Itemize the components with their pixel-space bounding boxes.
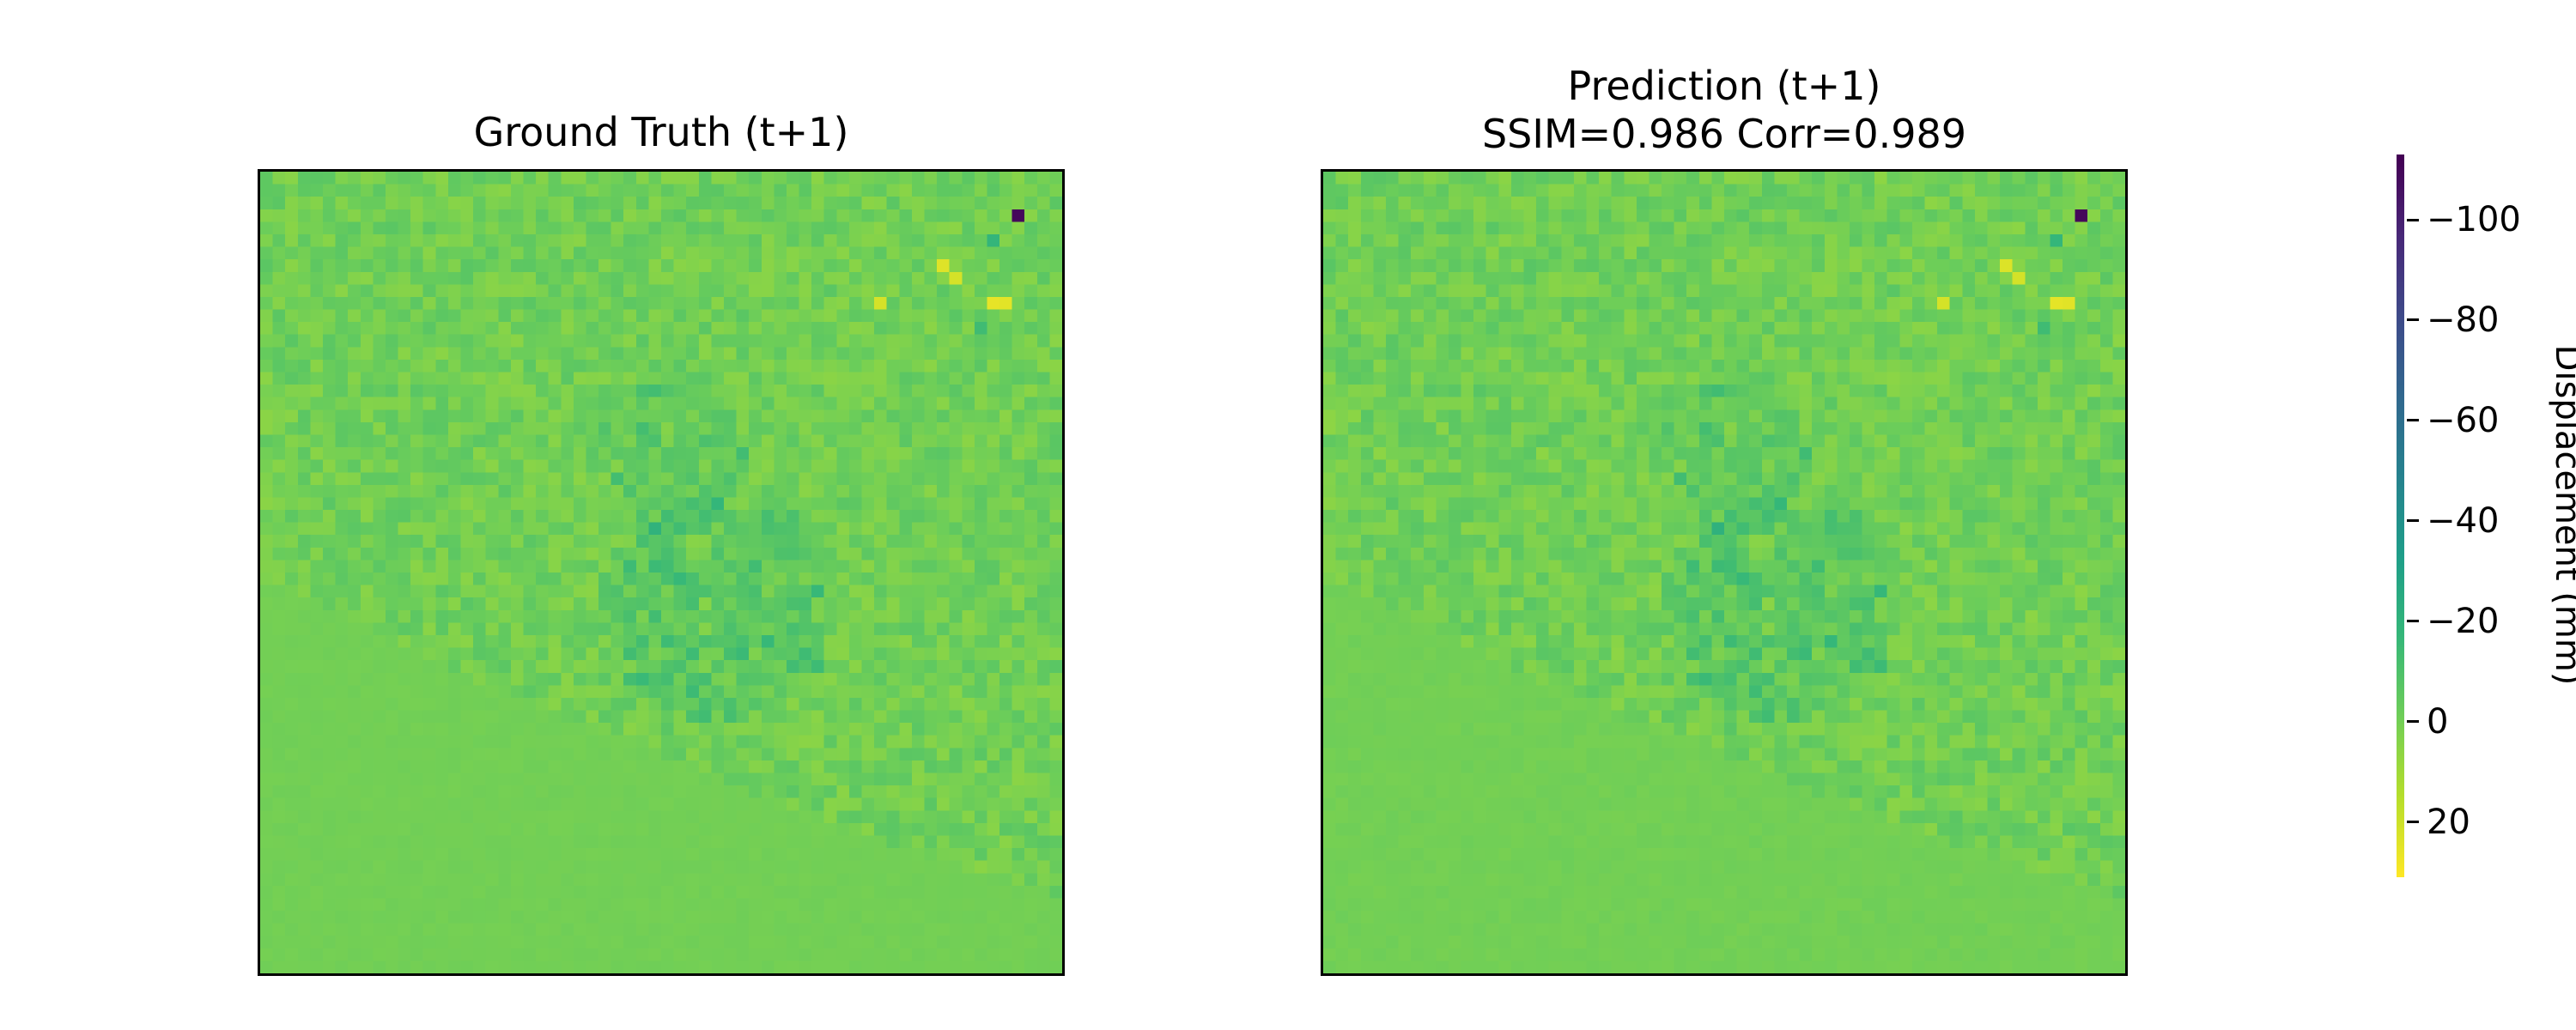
colorbar — [2397, 154, 2404, 877]
colorbar-tick-label: −40 — [2427, 500, 2500, 541]
prediction-title: Prediction (t+1) SSIM=0.986 Corr=0.989 — [1321, 62, 2128, 158]
ground-truth-title: Ground Truth (t+1) — [258, 108, 1065, 156]
ground-truth-heatmap-cells — [260, 172, 1062, 973]
colorbar-tick — [2407, 821, 2419, 824]
colorbar-tick — [2407, 519, 2419, 523]
colorbar-tick — [2407, 620, 2419, 623]
ground-truth-title-line: Ground Truth (t+1) — [473, 109, 849, 155]
colorbar-tick — [2407, 419, 2419, 422]
colorbar-tick — [2407, 218, 2419, 221]
colorbar-tick-label: −60 — [2427, 400, 2500, 440]
colorbar-tick-label: −20 — [2427, 601, 2500, 641]
prediction-title-line-2: SSIM=0.986 Corr=0.989 — [1481, 111, 1967, 157]
colorbar-tick-label: 20 — [2427, 802, 2470, 842]
prediction-title-line-1: Prediction (t+1) — [1567, 63, 1881, 109]
colorbar-tick — [2407, 720, 2419, 724]
colorbar-tick-label: −100 — [2427, 200, 2521, 239]
prediction-heatmap-cells — [1323, 172, 2125, 973]
colorbar-tick — [2407, 318, 2419, 322]
prediction-heatmap — [1321, 169, 2128, 976]
colorbar-tick-label: 0 — [2427, 701, 2449, 742]
ground-truth-heatmap — [258, 169, 1065, 976]
colorbar-tick-label: −80 — [2427, 300, 2500, 340]
colorbar-label: Displacement (mm) — [2548, 344, 2576, 686]
